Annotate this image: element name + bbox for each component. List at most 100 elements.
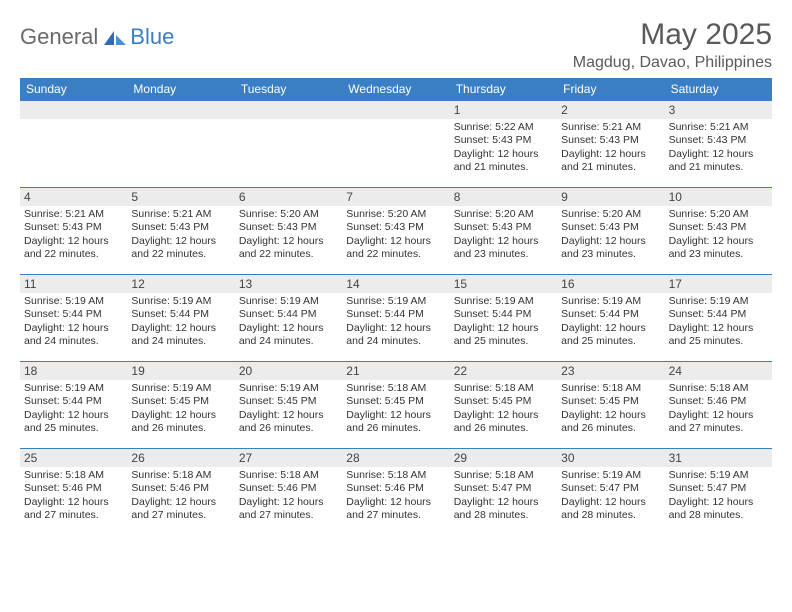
daylight-line: Daylight: 12 hours and 24 minutes.: [24, 322, 123, 349]
day-cell: 17Sunrise: 5:19 AMSunset: 5:44 PMDayligh…: [665, 275, 772, 361]
day-cell: 13Sunrise: 5:19 AMSunset: 5:44 PMDayligh…: [235, 275, 342, 361]
daylight-line: Daylight: 12 hours and 26 minutes.: [454, 409, 553, 436]
sunrise-line: Sunrise: 5:18 AM: [24, 469, 123, 482]
day-number-bar-empty: [127, 101, 234, 119]
day-info: Sunrise: 5:19 AMSunset: 5:45 PMDaylight:…: [235, 380, 342, 438]
daylight-line: Daylight: 12 hours and 22 minutes.: [239, 235, 338, 262]
sunrise-line: Sunrise: 5:18 AM: [561, 382, 660, 395]
day-cell: 22Sunrise: 5:18 AMSunset: 5:45 PMDayligh…: [450, 362, 557, 448]
daylight-line: Daylight: 12 hours and 22 minutes.: [131, 235, 230, 262]
day-number: 7: [342, 188, 449, 206]
daylight-line: Daylight: 12 hours and 23 minutes.: [454, 235, 553, 262]
sunrise-line: Sunrise: 5:18 AM: [454, 469, 553, 482]
day-info: Sunrise: 5:20 AMSunset: 5:43 PMDaylight:…: [342, 206, 449, 264]
day-info: Sunrise: 5:18 AMSunset: 5:46 PMDaylight:…: [20, 467, 127, 525]
sunrise-line: Sunrise: 5:21 AM: [561, 121, 660, 134]
sunset-line: Sunset: 5:43 PM: [239, 221, 338, 234]
sunrise-line: Sunrise: 5:18 AM: [346, 382, 445, 395]
day-info: Sunrise: 5:19 AMSunset: 5:44 PMDaylight:…: [235, 293, 342, 351]
day-info: Sunrise: 5:20 AMSunset: 5:43 PMDaylight:…: [235, 206, 342, 264]
sunrise-line: Sunrise: 5:19 AM: [131, 295, 230, 308]
day-info: Sunrise: 5:21 AMSunset: 5:43 PMDaylight:…: [557, 119, 664, 177]
sunset-line: Sunset: 5:43 PM: [24, 221, 123, 234]
day-cell: 16Sunrise: 5:19 AMSunset: 5:44 PMDayligh…: [557, 275, 664, 361]
day-cell: 9Sunrise: 5:20 AMSunset: 5:43 PMDaylight…: [557, 188, 664, 274]
daylight-line: Daylight: 12 hours and 28 minutes.: [561, 496, 660, 523]
day-info: Sunrise: 5:18 AMSunset: 5:45 PMDaylight:…: [342, 380, 449, 438]
day-number: 28: [342, 449, 449, 467]
sunset-line: Sunset: 5:43 PM: [454, 221, 553, 234]
day-info: Sunrise: 5:22 AMSunset: 5:43 PMDaylight:…: [450, 119, 557, 177]
sunset-line: Sunset: 5:43 PM: [454, 134, 553, 147]
week-row: 18Sunrise: 5:19 AMSunset: 5:44 PMDayligh…: [20, 362, 772, 449]
day-cell: 6Sunrise: 5:20 AMSunset: 5:43 PMDaylight…: [235, 188, 342, 274]
logo-text-blue: Blue: [130, 24, 174, 50]
day-number: 24: [665, 362, 772, 380]
daylight-line: Daylight: 12 hours and 25 minutes.: [561, 322, 660, 349]
day-info: Sunrise: 5:18 AMSunset: 5:46 PMDaylight:…: [342, 467, 449, 525]
day-info: Sunrise: 5:21 AMSunset: 5:43 PMDaylight:…: [20, 206, 127, 264]
sunset-line: Sunset: 5:43 PM: [561, 134, 660, 147]
day-info: Sunrise: 5:19 AMSunset: 5:44 PMDaylight:…: [557, 293, 664, 351]
day-number: 12: [127, 275, 234, 293]
day-cell: 5Sunrise: 5:21 AMSunset: 5:43 PMDaylight…: [127, 188, 234, 274]
sunrise-line: Sunrise: 5:19 AM: [561, 469, 660, 482]
day-number: 5: [127, 188, 234, 206]
logo-sail-icon: [102, 27, 128, 47]
sunrise-line: Sunrise: 5:19 AM: [24, 382, 123, 395]
daylight-line: Daylight: 12 hours and 26 minutes.: [131, 409, 230, 436]
day-header: Saturday: [665, 78, 772, 101]
day-info: Sunrise: 5:18 AMSunset: 5:46 PMDaylight:…: [235, 467, 342, 525]
day-number: 27: [235, 449, 342, 467]
day-cell: 21Sunrise: 5:18 AMSunset: 5:45 PMDayligh…: [342, 362, 449, 448]
daylight-line: Daylight: 12 hours and 26 minutes.: [346, 409, 445, 436]
sunrise-line: Sunrise: 5:20 AM: [669, 208, 768, 221]
week-row: 11Sunrise: 5:19 AMSunset: 5:44 PMDayligh…: [20, 275, 772, 362]
sunset-line: Sunset: 5:43 PM: [669, 221, 768, 234]
daylight-line: Daylight: 12 hours and 27 minutes.: [239, 496, 338, 523]
day-number: 6: [235, 188, 342, 206]
daylight-line: Daylight: 12 hours and 25 minutes.: [24, 409, 123, 436]
day-cell: 24Sunrise: 5:18 AMSunset: 5:46 PMDayligh…: [665, 362, 772, 448]
sunset-line: Sunset: 5:46 PM: [346, 482, 445, 495]
day-number: 1: [450, 101, 557, 119]
sunrise-line: Sunrise: 5:19 AM: [454, 295, 553, 308]
sunrise-line: Sunrise: 5:19 AM: [24, 295, 123, 308]
sunset-line: Sunset: 5:45 PM: [239, 395, 338, 408]
daylight-line: Daylight: 12 hours and 22 minutes.: [346, 235, 445, 262]
sunset-line: Sunset: 5:44 PM: [24, 308, 123, 321]
daylight-line: Daylight: 12 hours and 27 minutes.: [131, 496, 230, 523]
day-number: 2: [557, 101, 664, 119]
day-number: 23: [557, 362, 664, 380]
sunrise-line: Sunrise: 5:18 AM: [454, 382, 553, 395]
sunset-line: Sunset: 5:46 PM: [24, 482, 123, 495]
day-info: Sunrise: 5:19 AMSunset: 5:44 PMDaylight:…: [450, 293, 557, 351]
day-header: Thursday: [450, 78, 557, 101]
day-number-bar-empty: [235, 101, 342, 119]
daylight-line: Daylight: 12 hours and 24 minutes.: [239, 322, 338, 349]
day-info: Sunrise: 5:18 AMSunset: 5:46 PMDaylight:…: [127, 467, 234, 525]
day-number: 25: [20, 449, 127, 467]
daylight-line: Daylight: 12 hours and 23 minutes.: [561, 235, 660, 262]
day-number: 21: [342, 362, 449, 380]
day-number: 19: [127, 362, 234, 380]
daylight-line: Daylight: 12 hours and 24 minutes.: [131, 322, 230, 349]
day-cell: 14Sunrise: 5:19 AMSunset: 5:44 PMDayligh…: [342, 275, 449, 361]
day-number: 29: [450, 449, 557, 467]
sunset-line: Sunset: 5:43 PM: [346, 221, 445, 234]
day-cell: 26Sunrise: 5:18 AMSunset: 5:46 PMDayligh…: [127, 449, 234, 535]
day-info: Sunrise: 5:20 AMSunset: 5:43 PMDaylight:…: [450, 206, 557, 264]
day-info: Sunrise: 5:19 AMSunset: 5:44 PMDaylight:…: [665, 293, 772, 351]
day-cell: 8Sunrise: 5:20 AMSunset: 5:43 PMDaylight…: [450, 188, 557, 274]
day-cell: 12Sunrise: 5:19 AMSunset: 5:44 PMDayligh…: [127, 275, 234, 361]
brand-logo: General Blue: [20, 18, 174, 50]
sunrise-line: Sunrise: 5:18 AM: [346, 469, 445, 482]
day-cell: 29Sunrise: 5:18 AMSunset: 5:47 PMDayligh…: [450, 449, 557, 535]
week-row: 4Sunrise: 5:21 AMSunset: 5:43 PMDaylight…: [20, 188, 772, 275]
sunrise-line: Sunrise: 5:20 AM: [561, 208, 660, 221]
day-info: Sunrise: 5:19 AMSunset: 5:47 PMDaylight:…: [557, 467, 664, 525]
daylight-line: Daylight: 12 hours and 28 minutes.: [454, 496, 553, 523]
day-number: 15: [450, 275, 557, 293]
sunrise-line: Sunrise: 5:18 AM: [131, 469, 230, 482]
location-text: Magdug, Davao, Philippines: [573, 54, 772, 72]
